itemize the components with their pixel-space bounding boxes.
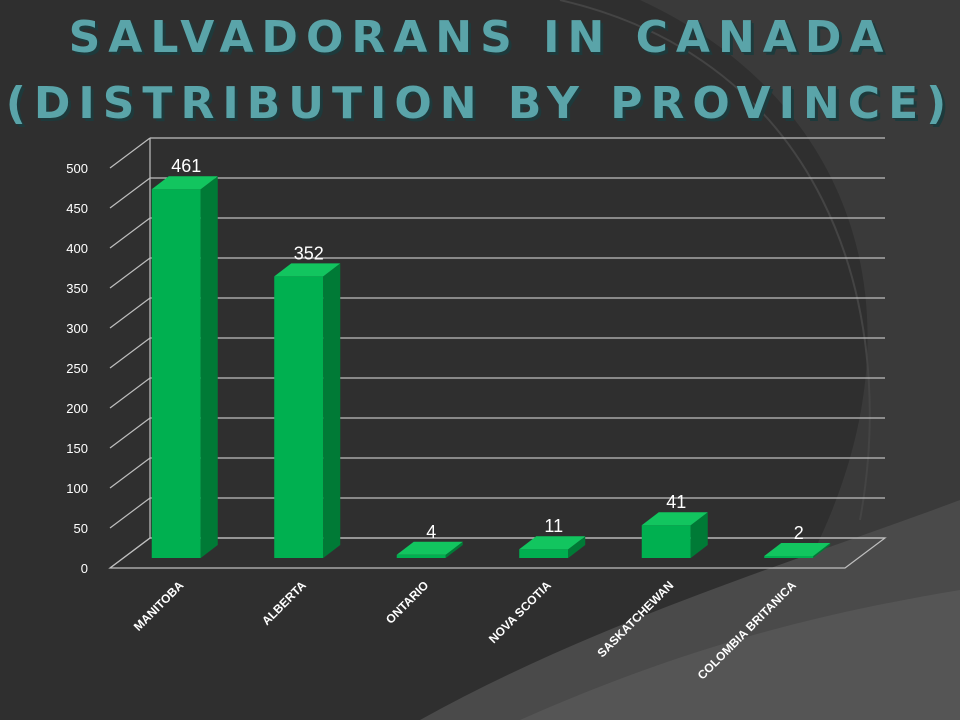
data-label: 461	[171, 156, 201, 176]
bar-side	[690, 512, 708, 558]
data-label: 41	[666, 492, 686, 512]
gridline-diagonal	[109, 297, 151, 329]
category-label: NOVA SCOTIA	[486, 578, 554, 646]
y-tick-label: 0	[81, 561, 88, 576]
y-tick-label: 450	[66, 201, 88, 216]
y-tick-label: 500	[66, 161, 88, 176]
chart-title-line1: SALVADORANS IN CANADA	[68, 12, 892, 63]
y-tick-label: 350	[66, 281, 88, 296]
y-tick-label: 100	[66, 481, 88, 496]
bar-top	[641, 512, 708, 526]
bar-side	[813, 543, 831, 558]
category-label: ONTARIO	[383, 578, 431, 626]
gridline-diagonal	[109, 217, 151, 249]
gridline-diagonal	[109, 457, 151, 489]
bar-top	[519, 536, 586, 550]
bar-top	[274, 263, 341, 277]
y-tick-label: 400	[66, 241, 88, 256]
bar	[764, 556, 814, 558]
y-tick-label: 250	[66, 361, 88, 376]
category-label: COLOMBIA BRITANICA	[695, 578, 799, 682]
data-label: 2	[794, 523, 804, 543]
bar-side	[445, 541, 463, 558]
gridline-diagonal	[109, 417, 151, 449]
bar	[396, 554, 446, 558]
bar-side	[568, 536, 586, 558]
data-label: 11	[544, 516, 563, 536]
y-tick-label: 50	[74, 521, 88, 536]
bar-top	[151, 176, 218, 190]
bar	[519, 549, 569, 558]
data-label: 352	[294, 243, 324, 263]
gridline-diagonal	[109, 137, 151, 169]
chart-floor	[108, 537, 887, 569]
bar	[151, 189, 201, 558]
bar	[641, 525, 691, 558]
category-label: ALBERTA	[259, 578, 309, 628]
bar-side	[323, 263, 341, 558]
gridline-diagonal	[109, 497, 151, 529]
y-tick-label: 200	[66, 401, 88, 416]
gridline-diagonal	[109, 177, 151, 209]
bar-side	[200, 176, 218, 558]
data-label: 4	[426, 522, 436, 542]
category-label: MANITOBA	[131, 578, 187, 634]
bar-top	[764, 543, 831, 556]
gridline-diagonal	[109, 257, 151, 289]
y-tick-label: 150	[66, 441, 88, 456]
bar-top	[396, 541, 463, 555]
gridline-diagonal	[109, 377, 151, 409]
gridline-diagonal	[109, 337, 151, 369]
bar	[274, 276, 324, 558]
y-tick-label: 300	[66, 321, 88, 336]
category-label: SASKATCHEWAN	[595, 578, 677, 660]
chart-title-line2: (DISTRIBUTION BY PROVINCE)	[5, 78, 955, 129]
